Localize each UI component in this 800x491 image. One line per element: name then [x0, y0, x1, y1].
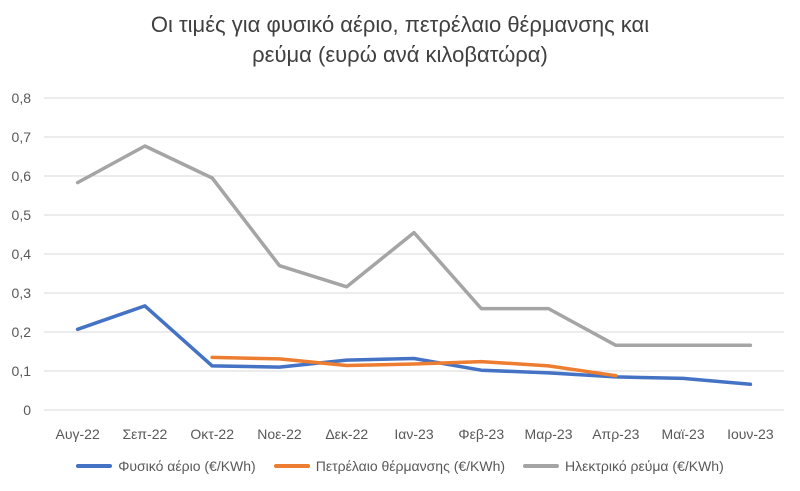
x-tick-label: Ιουν-23: [727, 426, 774, 442]
grid-lines: [44, 97, 784, 411]
y-tick-label: 0,2: [12, 324, 32, 340]
legend-label: Ηλεκτρικό ρεύμα (€/KWh): [565, 458, 724, 474]
legend-item: Ηλεκτρικό ρεύμα (€/KWh): [523, 458, 724, 474]
chart-title-line-1: Οι τιμές για φυσικό αέριο, πετρέλαιο θέρ…: [150, 12, 650, 37]
x-tick-label: Φεβ-23: [458, 426, 504, 442]
y-axis-tick-labels: 0 0,1 0,2 0,3 0,4 0,5 0,6 0,7 0,8: [12, 90, 32, 418]
y-tick-label: 0,6: [12, 168, 32, 184]
y-tick-label: 0,5: [12, 207, 32, 223]
legend-label: Φυσικό αέριο (€/KWh): [118, 458, 256, 474]
series-lines: [75, 144, 753, 387]
chart-title-line-2: ρεύμα (ευρώ ανά κιλοβατώρα): [252, 42, 548, 67]
legend-swatch: [273, 464, 310, 468]
legend-item: Φυσικό αέριο (€/KWh): [76, 458, 256, 474]
x-axis-tick-labels: Αυγ-22 Σεπ-22 Οκτ-22 Νοε-22 Δεκ-22 Ιαν-23 Φεβ-…: [56, 426, 774, 442]
y-tick-label: 0,1: [12, 363, 32, 379]
legend-label: Πετρέλαιο θέρμανσης (€/KWh): [315, 458, 506, 474]
legend-swatch: [523, 464, 560, 468]
legend-item: Πετρέλαιο θέρμανσης (€/KWh): [273, 458, 506, 474]
chart-title: Οι τιμές για φυσικό αέριο, πετρέλαιο θέρ…: [0, 10, 800, 70]
y-tick-label: 0,4: [12, 246, 32, 262]
x-tick-label: Ιαν-23: [394, 426, 433, 442]
x-tick-label: Σεπ-22: [123, 426, 168, 442]
x-tick-label: Νοε-22: [257, 426, 302, 442]
series-line-1: [75, 304, 753, 387]
y-tick-label: 0,8: [12, 90, 32, 106]
x-tick-label: Αυγ-22: [56, 426, 100, 442]
y-tick-label: 0,3: [12, 285, 32, 301]
x-tick-label: Μαρ-23: [525, 426, 573, 442]
x-tick-label: Δεκ-22: [325, 426, 368, 442]
x-tick-label: Οκτ-22: [190, 426, 234, 442]
y-tick-label: 0: [23, 402, 31, 418]
x-tick-label: Μαϊ-23: [662, 426, 705, 442]
legend: Φυσικό αέριο (€/KWh) Πετρέλαιο θέρμανσης …: [0, 458, 800, 474]
y-tick-label: 0,7: [12, 129, 32, 145]
legend-swatch: [76, 464, 113, 468]
series-line-3: [75, 144, 753, 348]
x-tick-label: Απρ-23: [592, 426, 639, 442]
series-line-2: [210, 355, 618, 378]
